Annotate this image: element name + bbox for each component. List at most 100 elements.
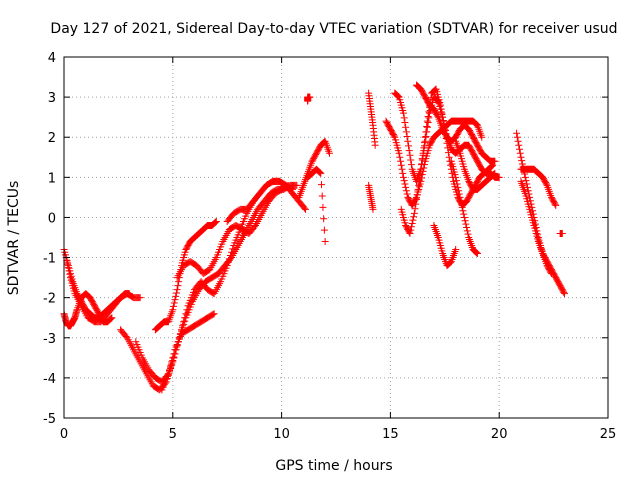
data-point bbox=[168, 358, 176, 366]
data-point bbox=[169, 354, 177, 362]
data-point bbox=[402, 183, 410, 191]
data-point bbox=[459, 207, 467, 215]
series-track-i bbox=[223, 177, 310, 225]
data-point bbox=[182, 310, 190, 318]
data-point bbox=[413, 191, 421, 199]
data-point bbox=[455, 190, 463, 198]
data-point bbox=[404, 137, 412, 145]
data-point bbox=[169, 306, 177, 314]
data-point bbox=[460, 210, 468, 218]
data-point bbox=[415, 181, 423, 189]
data-point bbox=[406, 229, 414, 237]
data-point bbox=[390, 132, 398, 140]
data-point bbox=[325, 149, 333, 157]
data-point bbox=[306, 93, 314, 101]
data-point bbox=[293, 181, 301, 189]
data-point bbox=[423, 117, 431, 125]
data-point bbox=[417, 165, 425, 173]
data-point bbox=[315, 168, 323, 176]
data-point bbox=[521, 173, 529, 181]
data-point bbox=[425, 114, 433, 122]
series-track-t bbox=[447, 157, 481, 258]
data-point bbox=[320, 226, 328, 234]
data-point bbox=[63, 257, 71, 265]
y-tick-label: -5 bbox=[43, 412, 56, 427]
x-tick-label: 15 bbox=[382, 427, 399, 442]
data-point bbox=[418, 155, 426, 163]
data-point bbox=[65, 267, 73, 275]
data-point bbox=[425, 108, 433, 116]
data-point bbox=[174, 282, 182, 290]
data-point bbox=[407, 161, 415, 169]
data-point bbox=[64, 264, 72, 272]
data-points bbox=[60, 81, 568, 394]
y-tick-label: 2 bbox=[48, 131, 56, 146]
data-point bbox=[444, 149, 452, 157]
data-point bbox=[398, 165, 406, 173]
data-point bbox=[170, 350, 178, 358]
plot-frame bbox=[63, 56, 609, 419]
x-tick-label: 10 bbox=[273, 427, 290, 442]
data-point bbox=[369, 205, 377, 213]
data-point bbox=[407, 223, 415, 231]
data-point bbox=[399, 173, 407, 181]
data-point bbox=[463, 223, 471, 231]
data-point bbox=[405, 142, 413, 150]
y-axis-label: SDTVAR / TECUs bbox=[6, 181, 22, 296]
data-point bbox=[395, 149, 403, 157]
data-point bbox=[560, 290, 568, 298]
data-point bbox=[66, 270, 74, 278]
x-tick-label: 5 bbox=[169, 427, 177, 442]
data-point bbox=[452, 246, 460, 254]
data-point bbox=[409, 216, 417, 224]
data-point bbox=[453, 180, 461, 188]
series-track-m bbox=[365, 89, 379, 149]
series-track-c bbox=[62, 254, 144, 326]
data-point bbox=[228, 248, 236, 256]
data-point bbox=[413, 195, 421, 203]
data-point bbox=[317, 169, 325, 177]
data-point bbox=[458, 203, 466, 211]
data-point bbox=[320, 215, 328, 223]
data-point bbox=[455, 187, 463, 195]
data-point bbox=[181, 314, 189, 322]
series-track-h bbox=[173, 181, 292, 282]
data-point bbox=[318, 192, 326, 200]
data-point bbox=[423, 123, 431, 131]
data-point bbox=[406, 151, 414, 159]
data-point bbox=[399, 169, 407, 177]
series-track-w bbox=[517, 177, 568, 298]
data-point bbox=[514, 137, 522, 145]
data-point bbox=[478, 133, 486, 141]
data-point bbox=[400, 177, 408, 185]
data-point bbox=[410, 209, 418, 217]
data-point bbox=[403, 133, 411, 141]
data-point bbox=[394, 92, 402, 100]
series-track-j bbox=[295, 137, 333, 201]
data-point bbox=[175, 278, 183, 286]
data-point bbox=[518, 157, 526, 165]
series-track-x bbox=[517, 165, 560, 209]
series-track-v bbox=[513, 129, 555, 278]
data-point bbox=[560, 288, 568, 296]
data-point bbox=[401, 119, 409, 127]
data-point bbox=[444, 144, 452, 152]
chart-title: Day 127 of 2021, Sidereal Day-to-day VTE… bbox=[50, 21, 617, 37]
data-point bbox=[183, 306, 191, 314]
data-point bbox=[396, 153, 404, 161]
data-point bbox=[461, 217, 469, 225]
series-track-r bbox=[413, 81, 499, 165]
data-point bbox=[408, 219, 416, 227]
data-point bbox=[180, 318, 188, 326]
y-tick-label: 0 bbox=[48, 211, 56, 226]
gridlines bbox=[64, 57, 608, 418]
data-point bbox=[229, 245, 237, 253]
data-point bbox=[551, 200, 559, 208]
data-point bbox=[136, 294, 144, 302]
data-point bbox=[173, 286, 181, 294]
data-point bbox=[106, 315, 114, 323]
data-point bbox=[558, 229, 566, 237]
data-point bbox=[411, 205, 419, 213]
data-point bbox=[167, 362, 175, 370]
